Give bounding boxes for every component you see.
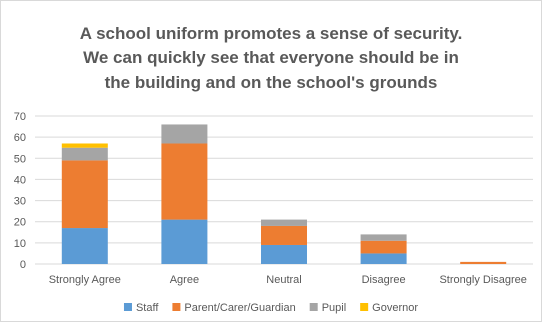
x-category-label: Agree bbox=[170, 274, 199, 286]
bar-segment bbox=[61, 160, 108, 229]
legend-swatch bbox=[360, 303, 369, 311]
bar-segment bbox=[161, 143, 208, 220]
bar-segment bbox=[261, 244, 307, 264]
legend-swatch bbox=[123, 303, 132, 311]
legend-swatch bbox=[309, 303, 318, 311]
x-axis: Strongly Agree Agree Neutral Disagree Strong… bbox=[49, 274, 527, 286]
y-tick-label: 60 bbox=[14, 132, 26, 144]
legend-swatch bbox=[172, 303, 181, 311]
y-tick-label: 20 bbox=[14, 217, 26, 229]
y-tick-label: 70 bbox=[14, 111, 26, 123]
x-category-label: Disagree bbox=[362, 274, 406, 286]
chart-title-line-3: the building and on the school's grounds bbox=[105, 73, 438, 92]
legend: Staff Parent/Carer/Guardian Pupil Governor bbox=[123, 302, 418, 314]
x-category-label: Neutral bbox=[266, 274, 301, 286]
legend-label: Governor bbox=[372, 302, 418, 314]
bar-segment bbox=[61, 228, 108, 264]
legend-label: Staff bbox=[136, 302, 159, 314]
y-tick-label: 50 bbox=[14, 153, 26, 165]
bars bbox=[61, 124, 507, 264]
bar-segment bbox=[460, 261, 507, 264]
bar-segment bbox=[360, 253, 407, 264]
chart-title-line-1: A school uniform promotes a sense of sec… bbox=[80, 24, 463, 43]
bar-segment bbox=[61, 143, 108, 148]
x-category-label: Strongly Disagree bbox=[439, 274, 526, 286]
legend-label: Pupil bbox=[322, 302, 346, 314]
y-axis: 0 10 20 30 40 50 60 70 bbox=[14, 111, 26, 271]
y-tick-label: 40 bbox=[14, 174, 26, 186]
bar-segment bbox=[161, 219, 208, 264]
chart-title-line-2: We can quickly see that everyone should … bbox=[83, 48, 459, 67]
bar-segment bbox=[360, 234, 407, 241]
bar-segment bbox=[261, 219, 307, 226]
y-tick-label: 30 bbox=[14, 196, 26, 208]
chart-title: A school uniform promotes a sense of sec… bbox=[80, 24, 463, 92]
y-tick-label: 10 bbox=[14, 238, 26, 250]
bar-segment bbox=[161, 124, 208, 144]
x-category-label: Strongly Agree bbox=[49, 274, 121, 286]
bar-segment bbox=[61, 147, 108, 161]
bar-segment bbox=[360, 240, 407, 254]
bar-segment bbox=[261, 225, 307, 245]
legend-label: Parent/Carer/Guardian bbox=[184, 302, 295, 314]
y-tick-label: 0 bbox=[20, 259, 26, 271]
